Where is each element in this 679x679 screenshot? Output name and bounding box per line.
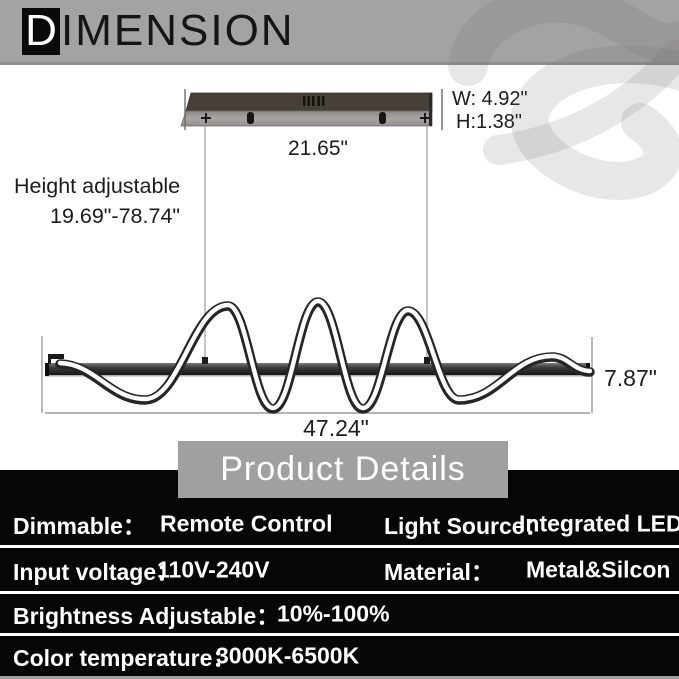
canopy-h-label: H:1.38" xyxy=(456,111,522,133)
spec-value-dimmable: Remote Control xyxy=(160,510,333,536)
page-title: IMENSION xyxy=(61,6,295,55)
led-spiral-ribbon xyxy=(55,297,595,414)
spec-divider xyxy=(0,545,679,548)
spec-label-dimmable: Dimmable： xyxy=(13,512,146,539)
spec-value-light-source: Integrated LED xyxy=(519,510,679,536)
fixture-diagram: 21.65" W: 4.92" H:1.38" Height adjustabl… xyxy=(14,88,657,441)
height-range-label: 19.69"-78.74" xyxy=(50,204,180,228)
canopy-w-label: W: 4.92" xyxy=(452,88,528,110)
title-initial: D xyxy=(25,6,57,55)
spec-label-color-temp: Color temperature： xyxy=(13,645,236,671)
canopy-width-label: 21.65" xyxy=(288,137,348,160)
product-details-label: Product Details xyxy=(220,450,466,488)
spec-label-light-source: Light Source： xyxy=(384,512,548,539)
spec-row-voltage: Input voltage： 110V-240V Material： Metal… xyxy=(0,548,679,591)
spec-table: Dimmable： Remote Control Light Source： I… xyxy=(0,470,679,679)
spec-row-brightness: Brightness Adjustable： 10%-100% xyxy=(0,594,679,633)
bottom-strip xyxy=(0,676,679,679)
spec-divider xyxy=(0,591,679,594)
spec-label-voltage: Input voltage： xyxy=(13,558,180,585)
mount-slot-left xyxy=(247,112,254,124)
spec-value-brightness: 10%-100% xyxy=(277,600,390,626)
fixture-length-label: 47.24" xyxy=(303,415,369,441)
screw-icon-left xyxy=(201,113,211,123)
dimension-header: D IMENSION xyxy=(0,0,679,65)
product-details-banner: Product Details xyxy=(178,441,508,498)
spec-value-material: Metal&Silcon xyxy=(526,556,671,582)
spec-value-voltage: 110V-240V xyxy=(157,556,270,582)
ceiling-canopy xyxy=(180,92,433,127)
mount-slot-right xyxy=(379,112,386,124)
title-initial-box: D xyxy=(22,6,60,55)
fixture-height-label: 7.87" xyxy=(604,365,657,391)
spec-divider xyxy=(0,633,679,636)
screw-icon-right xyxy=(420,113,430,123)
height-adjustable-label: Height adjustable xyxy=(14,174,180,198)
spec-row-color-temp: Color temperature： 3000K-6500K xyxy=(0,636,679,676)
spec-label-material: Material： xyxy=(384,558,494,585)
vent-grill-icon xyxy=(303,96,325,106)
spec-value-color-temp: 3000K-6500K xyxy=(216,642,360,669)
spec-label-brightness: Brightness Adjustable： xyxy=(13,602,280,629)
